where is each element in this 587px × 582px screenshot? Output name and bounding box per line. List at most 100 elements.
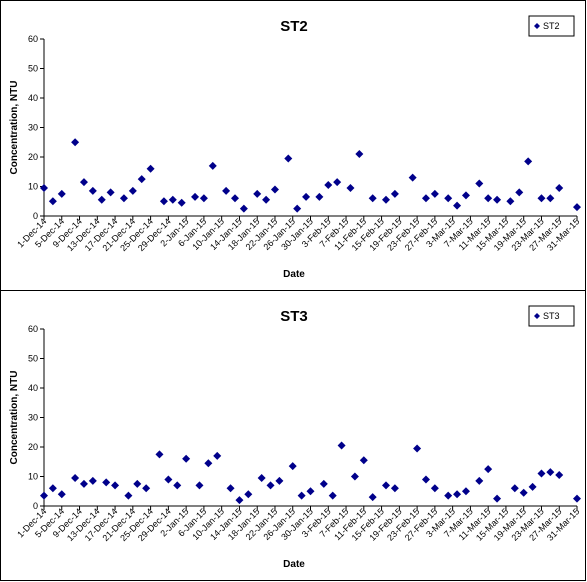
- data-point: [573, 494, 581, 503]
- data-point: [137, 175, 146, 184]
- y-tick-label: 40: [28, 93, 38, 103]
- legend-box: [528, 305, 575, 327]
- data-point: [164, 475, 173, 484]
- chart-st2: ST201020304050601-Dec-145-Dec-149-Dec-14…: [9, 15, 581, 280]
- y-tick-label: 40: [28, 383, 38, 393]
- data-point: [546, 194, 555, 203]
- y-tick-label: 30: [28, 413, 38, 423]
- data-point: [230, 194, 239, 203]
- data-point: [519, 488, 528, 497]
- data-point: [88, 186, 97, 195]
- data-point: [146, 164, 155, 173]
- data-point: [204, 459, 213, 468]
- data-point: [119, 194, 128, 203]
- data-point: [111, 481, 120, 490]
- legend-label: ST2: [543, 21, 560, 31]
- data-point: [284, 154, 293, 163]
- y-tick-label: 10: [28, 472, 38, 482]
- y-axis-title: Concentration, NTU: [9, 371, 20, 465]
- chart-panel-st3: ST3 0 10 20 30 40 50 60 1-Dec-14 5-Dec-14 9-Dec-14…: [0, 290, 586, 581]
- data-point: [155, 450, 164, 459]
- data-point: [461, 191, 470, 200]
- data-point: [319, 479, 328, 488]
- data-point: [573, 203, 581, 212]
- x-axis-title: Date: [283, 269, 305, 280]
- data-point: [302, 192, 311, 201]
- data-point: [275, 476, 284, 485]
- data-point: [555, 183, 564, 192]
- data-point: [40, 183, 48, 192]
- data-point: [159, 197, 168, 206]
- data-point: [40, 491, 48, 500]
- data-point: [208, 161, 217, 170]
- chart-title: ST2: [280, 18, 308, 35]
- data-point: [555, 471, 564, 480]
- data-point: [226, 484, 235, 493]
- data-point: [106, 188, 115, 197]
- data-point: [359, 456, 368, 465]
- y-tick-label: 0: [33, 501, 38, 511]
- y-tick-label: 20: [28, 152, 38, 162]
- chart-title: ST3: [280, 308, 308, 325]
- data-point: [368, 493, 377, 502]
- y-tick-label: 10: [28, 182, 38, 192]
- data-point: [453, 490, 462, 499]
- data-point: [350, 472, 359, 481]
- data-point: [191, 192, 200, 201]
- data-point: [57, 189, 66, 198]
- data-point: [124, 491, 133, 500]
- legend: ST2: [528, 15, 575, 37]
- data-point: [421, 194, 430, 203]
- chart-panel-st2: ST2 0 10 20 30 40 50 60 1-Dec-14 5-Dec-14 9-Dec-14…: [0, 0, 586, 291]
- chart-st3: ST301020304050601-Dec-145-Dec-149-Dec-14…: [9, 305, 581, 570]
- data-point: [177, 198, 186, 207]
- x-axis-title: Date: [283, 559, 305, 570]
- data-point: [493, 195, 502, 204]
- data-point: [71, 473, 80, 482]
- data-point: [453, 201, 462, 210]
- data-point: [293, 204, 302, 213]
- data-point: [88, 476, 97, 485]
- data-point: [484, 465, 493, 474]
- data-point: [413, 444, 422, 453]
- y-tick-label: 30: [28, 123, 38, 133]
- y-tick-label: 0: [33, 211, 38, 221]
- data-point: [430, 189, 439, 198]
- data-point: [355, 150, 364, 159]
- data-point: [199, 194, 208, 203]
- data-point: [484, 194, 493, 203]
- data-point: [71, 138, 80, 147]
- data-point: [368, 194, 377, 203]
- y-tick-label: 50: [28, 64, 38, 74]
- data-point: [524, 157, 533, 166]
- data-point: [48, 197, 57, 206]
- data-point: [79, 479, 88, 488]
- data-point: [461, 487, 470, 496]
- data-point: [537, 194, 546, 203]
- data-point: [102, 478, 111, 487]
- data-point: [142, 484, 151, 493]
- data-point: [515, 188, 524, 197]
- data-point: [475, 476, 484, 485]
- data-point: [57, 490, 66, 499]
- data-point: [315, 192, 324, 201]
- data-point: [475, 179, 484, 188]
- data-point: [421, 475, 430, 484]
- data-point: [195, 481, 204, 490]
- data-point: [528, 482, 537, 491]
- data-point: [128, 186, 137, 195]
- data-point: [537, 469, 546, 478]
- data-point: [306, 487, 315, 496]
- data-point: [430, 484, 439, 493]
- legend-box: [528, 15, 575, 37]
- legend-marker: [534, 23, 540, 29]
- y-tick-label: 60: [28, 34, 38, 44]
- data-point: [324, 181, 333, 190]
- data-point: [222, 186, 231, 195]
- data-point: [213, 451, 222, 460]
- y-tick-label: 20: [28, 442, 38, 452]
- data-point: [262, 195, 271, 204]
- y-tick-label: 50: [28, 354, 38, 364]
- y-axis-title: Concentration, NTU: [9, 81, 20, 175]
- data-point: [239, 204, 248, 213]
